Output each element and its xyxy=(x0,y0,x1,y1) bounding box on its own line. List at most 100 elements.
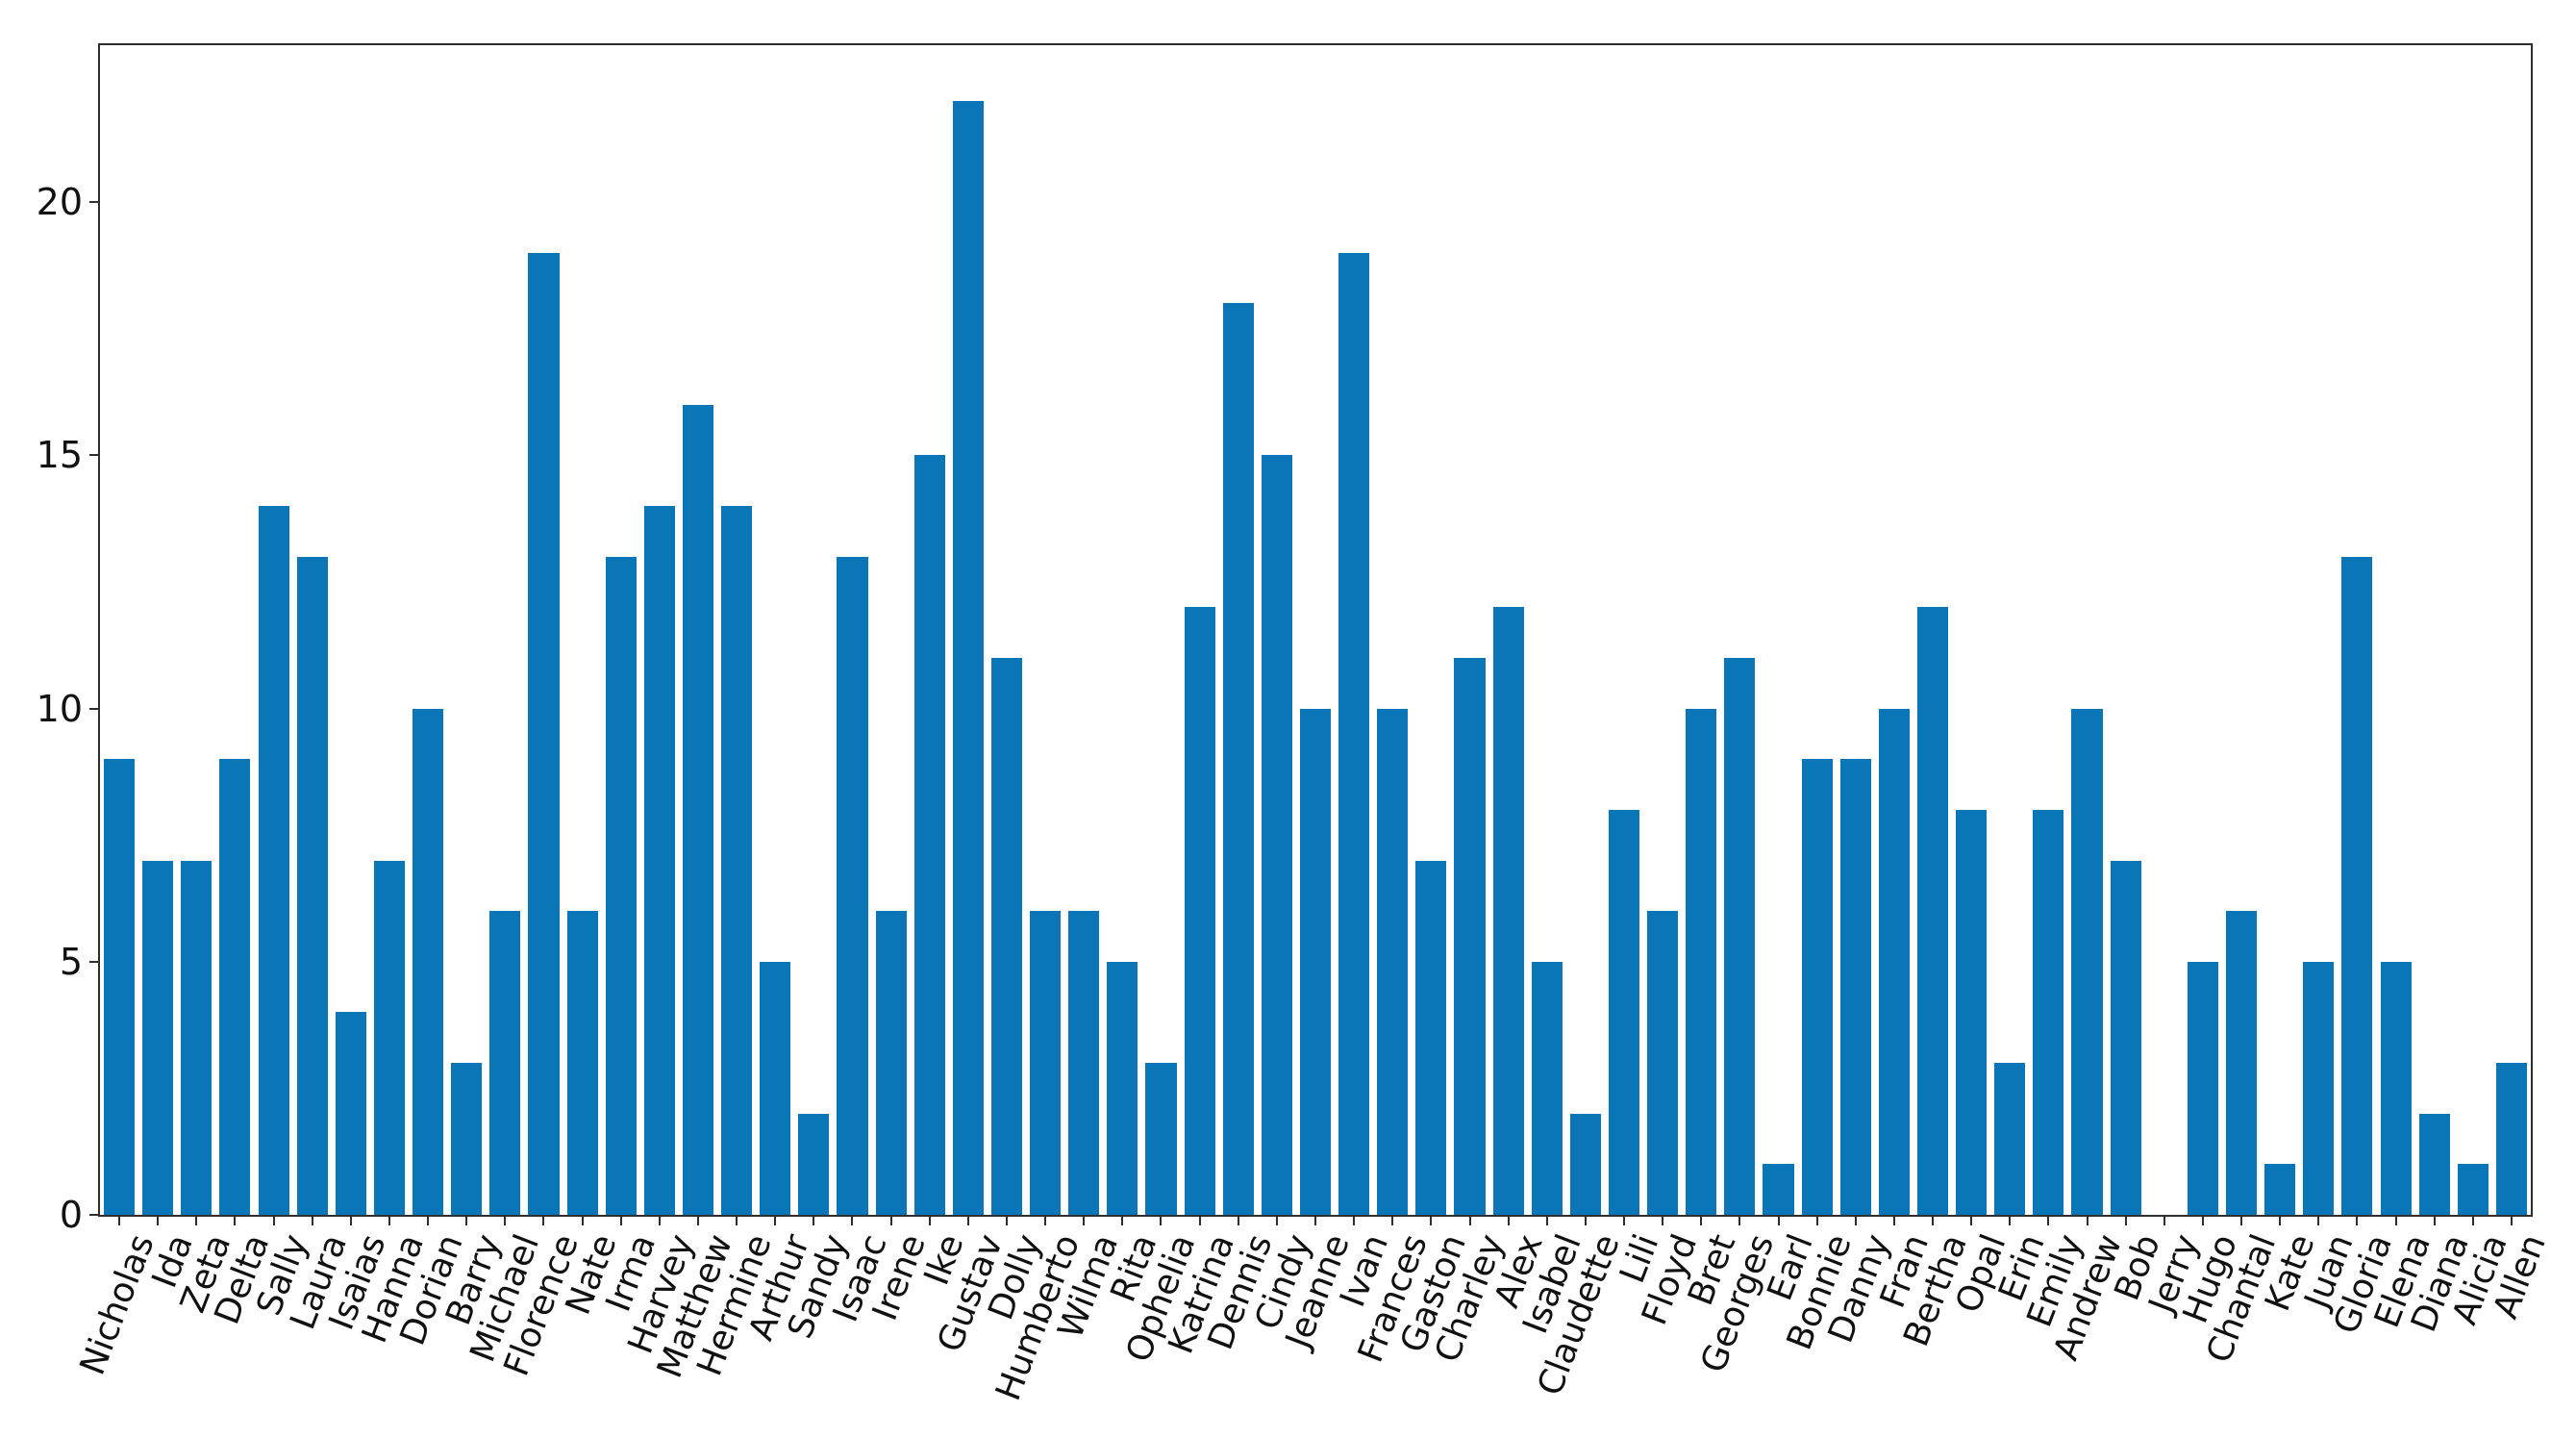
bar-ivan xyxy=(1338,252,1370,1215)
bar-bonnie xyxy=(1801,759,1833,1215)
bar-isaac xyxy=(837,556,868,1215)
bar-floyd xyxy=(1647,911,1679,1215)
bar-danny xyxy=(1839,759,1871,1215)
bar-diana xyxy=(2418,1113,2450,1215)
x-tick-mark xyxy=(465,1217,468,1225)
bar-chantal xyxy=(2225,911,2258,1215)
bar-irma xyxy=(605,556,637,1215)
bar-claudette xyxy=(1569,1113,1601,1215)
bar-emily xyxy=(2033,809,2064,1215)
bar-andrew xyxy=(2071,708,2103,1215)
bar-alicia xyxy=(2457,1164,2488,1215)
bar-dennis xyxy=(1222,303,1254,1215)
y-tick-mark xyxy=(89,1214,98,1216)
x-tick-mark xyxy=(581,1217,584,1225)
bar-jeanne xyxy=(1299,708,1332,1215)
x-tick-mark xyxy=(696,1217,699,1225)
bar-ophelia xyxy=(1145,1063,1177,1215)
x-tick-label: Nicholas xyxy=(72,1229,163,1380)
x-tick-mark xyxy=(2279,1217,2282,1225)
x-tick-mark xyxy=(851,1217,854,1225)
x-tick-mark xyxy=(1545,1217,1548,1225)
bar-frances xyxy=(1377,708,1409,1215)
x-tick-mark xyxy=(157,1217,160,1225)
x-tick-mark xyxy=(2124,1217,2127,1225)
x-tick-mark xyxy=(889,1217,892,1225)
bar-juan xyxy=(2303,961,2335,1215)
x-tick-mark xyxy=(1623,1217,1626,1225)
x-tick-mark xyxy=(234,1217,237,1225)
x-tick-mark xyxy=(1892,1217,1895,1225)
bar-nate xyxy=(566,911,598,1215)
bar-humberto xyxy=(1030,911,1062,1215)
x-tick-mark xyxy=(1430,1217,1433,1225)
bar-gaston xyxy=(1415,860,1447,1215)
x-tick-mark xyxy=(1700,1217,1703,1225)
x-tick-mark xyxy=(2009,1217,2012,1225)
y-tick-mark xyxy=(89,454,98,457)
bar-dorian xyxy=(413,708,444,1215)
x-tick-mark xyxy=(311,1217,313,1225)
x-tick-mark xyxy=(1198,1217,1201,1225)
x-tick-mark xyxy=(427,1217,430,1225)
x-tick-mark xyxy=(1353,1217,1356,1225)
x-tick-mark xyxy=(195,1217,198,1225)
bar-isabel xyxy=(1531,961,1563,1215)
bar-harvey xyxy=(643,506,675,1215)
bar-opal xyxy=(1956,809,1988,1215)
bar-barry xyxy=(451,1063,483,1215)
y-tick-label: 15 xyxy=(36,434,83,477)
x-tick-mark xyxy=(1468,1217,1471,1225)
x-tick-mark xyxy=(504,1217,507,1225)
x-tick-mark xyxy=(1121,1217,1124,1225)
x-tick-mark xyxy=(1237,1217,1239,1225)
x-tick-mark xyxy=(658,1217,661,1225)
x-tick-mark xyxy=(118,1217,121,1225)
bar-hanna xyxy=(373,860,405,1215)
x-tick-mark xyxy=(2317,1217,2320,1225)
y-tick-label: 5 xyxy=(59,940,83,983)
bar-lili xyxy=(1608,809,1640,1215)
bar-earl xyxy=(1763,1164,1794,1215)
x-tick-mark xyxy=(2471,1217,2474,1225)
bar-fran xyxy=(1878,708,1910,1215)
bar-matthew xyxy=(682,404,713,1215)
bar-isaias xyxy=(335,1012,366,1215)
bar-hugo xyxy=(2187,961,2218,1215)
x-tick-mark xyxy=(2201,1217,2204,1225)
bar-delta xyxy=(219,759,251,1215)
x-tick-mark xyxy=(2163,1217,2165,1225)
y-tick-label: 10 xyxy=(36,687,83,730)
bar-katrina xyxy=(1184,607,1215,1215)
bar-sally xyxy=(258,506,289,1215)
x-tick-mark xyxy=(2047,1217,2050,1225)
x-tick-mark xyxy=(1584,1217,1587,1225)
x-tick-mark xyxy=(736,1217,738,1225)
bar-cindy xyxy=(1261,455,1292,1215)
bar-charley xyxy=(1454,657,1486,1215)
bar-georges xyxy=(1724,657,1756,1215)
bar-nicholas xyxy=(104,759,136,1215)
x-tick-mark xyxy=(1005,1217,1008,1225)
x-tick-mark xyxy=(2086,1217,2088,1225)
bar-alex xyxy=(1492,607,1524,1215)
x-tick-mark xyxy=(1044,1217,1047,1225)
bar-kate xyxy=(2264,1164,2296,1215)
bar-laura xyxy=(296,556,328,1215)
x-tick-mark xyxy=(1083,1217,1086,1225)
bar-elena xyxy=(2380,961,2412,1215)
y-tick-label: 0 xyxy=(59,1194,83,1236)
bar-bret xyxy=(1686,708,1717,1215)
bar-gustav xyxy=(952,100,984,1215)
x-tick-mark xyxy=(542,1217,545,1225)
bar-irene xyxy=(875,911,907,1215)
x-tick-mark xyxy=(1160,1217,1163,1225)
x-tick-mark xyxy=(928,1217,931,1225)
bar-wilma xyxy=(1068,911,1100,1215)
x-tick-mark xyxy=(2394,1217,2397,1225)
x-tick-mark xyxy=(2510,1217,2513,1225)
x-tick-mark xyxy=(1970,1217,1973,1225)
bar-dolly xyxy=(990,657,1023,1215)
x-tick-mark xyxy=(388,1217,390,1225)
